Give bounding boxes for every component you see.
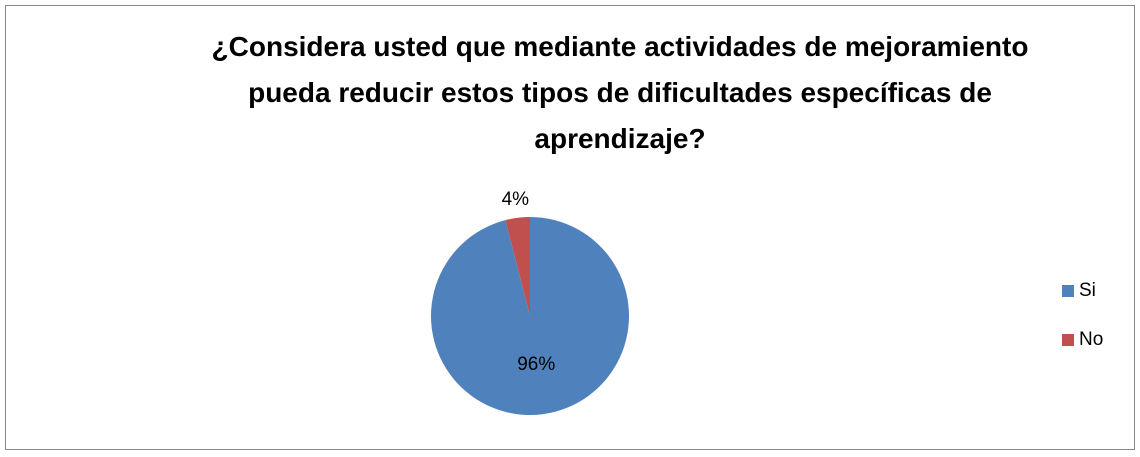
- legend-swatch: [1062, 285, 1074, 297]
- data-label: 4%: [502, 189, 530, 210]
- legend-label: Si: [1079, 280, 1096, 301]
- data-label: 96%: [517, 354, 555, 375]
- chart-border: [5, 5, 1135, 450]
- pie-slice: [505, 217, 530, 316]
- legend-label: No: [1079, 329, 1103, 350]
- legend-swatch: [1062, 334, 1074, 346]
- chart-title: ¿Considera usted que mediante actividade…: [211, 31, 1029, 154]
